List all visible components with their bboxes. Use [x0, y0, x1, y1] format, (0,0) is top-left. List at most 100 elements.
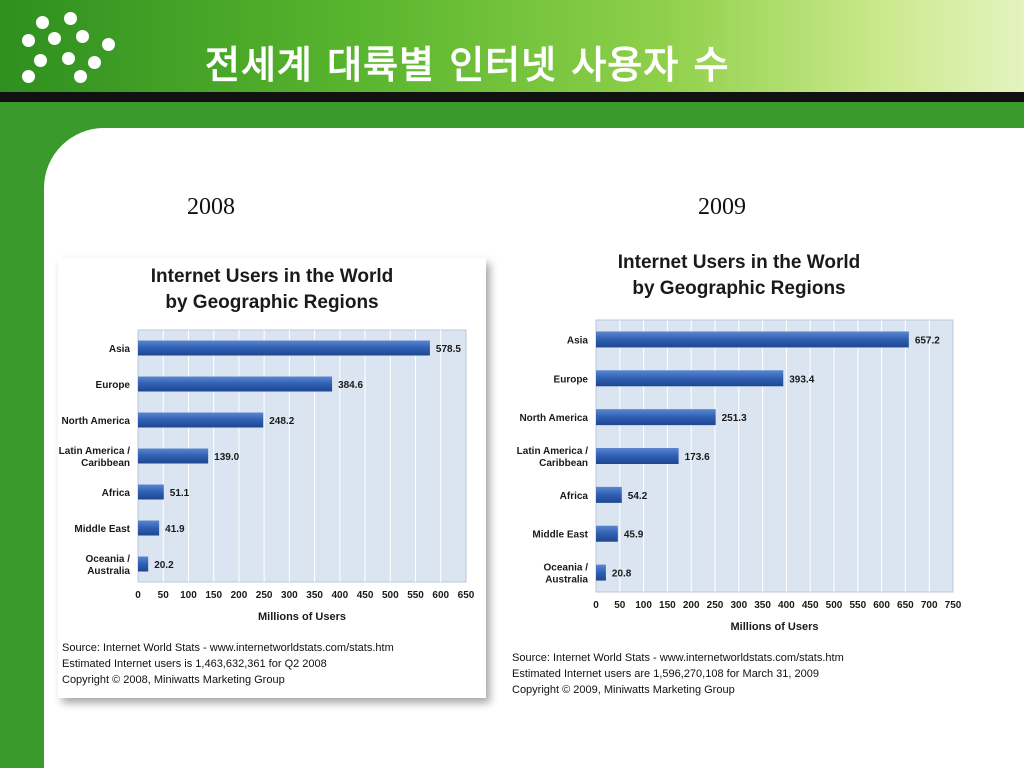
bar-value-label: 248.2	[269, 416, 294, 427]
x-tick-label: 150	[205, 590, 222, 601]
bar-value-label: 384.6	[338, 380, 363, 391]
note-estimate: Estimated Internet users is 1,463,632,36…	[62, 658, 327, 670]
chart-subtitle: by Geographic Regions	[165, 292, 379, 313]
note-copyright: Copyright © 2009, Miniwatts Marketing Gr…	[512, 684, 735, 696]
bar-value-label: 20.2	[154, 560, 174, 571]
x-tick-label: 600	[873, 600, 890, 611]
x-tick-label: 50	[614, 600, 626, 611]
chart-subtitle: by Geographic Regions	[632, 278, 846, 299]
chart-notes-2008: Source: Internet World Stats - www.inter…	[62, 640, 394, 688]
category-label: Europe	[554, 374, 589, 385]
bar-value-label: 41.9	[165, 524, 185, 535]
chart-title: Internet Users in the World	[150, 266, 394, 287]
x-tick-label: 400	[332, 590, 349, 601]
note-copyright: Copyright © 2008, Miniwatts Marketing Gr…	[62, 674, 285, 686]
chart-2008: Internet Users in the World by Geographi…	[58, 258, 486, 698]
category-label: Middle East	[532, 530, 588, 541]
bar	[596, 370, 784, 387]
category-label: North America	[61, 416, 130, 427]
bar-value-label: 139.0	[214, 452, 239, 463]
bar-value-label: 578.5	[436, 344, 461, 355]
bar	[138, 484, 164, 500]
category-label: Middle East	[74, 524, 130, 535]
note-estimate: Estimated Internet users are 1,596,270,1…	[512, 668, 819, 680]
x-tick-label: 450	[357, 590, 374, 601]
x-tick-label: 100	[635, 600, 652, 611]
x-tick-label: 450	[802, 600, 819, 611]
x-tick-label: 200	[231, 590, 248, 601]
x-tick-label: 100	[180, 590, 197, 601]
bar	[138, 412, 264, 428]
x-tick-label: 350	[754, 600, 771, 611]
chart-plot-2009: 657.2 Asia 393.4 Europe 251.3 North America 17…	[517, 319, 962, 633]
category-label: Oceania /	[544, 563, 589, 574]
bar	[138, 448, 209, 464]
bar	[138, 556, 149, 572]
x-tick-label: 300	[730, 600, 747, 611]
bar	[596, 486, 622, 503]
x-tick-label: 600	[432, 590, 449, 601]
x-tick-label: 550	[407, 590, 424, 601]
category-label: Latin America /	[517, 446, 589, 457]
header-banner: 전세계 대륙별 인터넷 사용자 수	[0, 0, 1024, 92]
category-label: Caribbean	[539, 458, 588, 469]
x-tick-label: 650	[897, 600, 914, 611]
x-tick-label: 0	[135, 590, 141, 601]
category-label: Asia	[109, 344, 131, 355]
x-tick-label: 650	[458, 590, 475, 601]
chart-plot-2008: 578.5 Asia 384.6 Europe 248.2 North America 13…	[59, 329, 475, 623]
x-axis-label: Millions of Users	[258, 611, 346, 623]
category-label: Africa	[560, 491, 589, 502]
bar-value-label: 20.8	[612, 569, 632, 580]
year-label-2008: 2008	[187, 194, 235, 220]
category-label: Latin America /	[59, 446, 131, 457]
bar-value-label: 393.4	[789, 374, 814, 385]
x-tick-label: 250	[707, 600, 724, 611]
x-tick-label: 350	[306, 590, 323, 601]
bar	[138, 340, 430, 356]
bar-value-label: 657.2	[915, 335, 940, 346]
note-source: Source: Internet World Stats - www.inter…	[512, 652, 844, 664]
bar-value-label: 45.9	[624, 530, 644, 541]
bar-value-label: 51.1	[170, 488, 190, 499]
x-tick-label: 0	[593, 600, 599, 611]
category-label: Caribbean	[81, 458, 130, 469]
category-label: Australia	[87, 566, 130, 577]
x-tick-label: 500	[382, 590, 399, 601]
category-label: Europe	[96, 380, 131, 391]
x-tick-label: 250	[256, 590, 273, 601]
category-label: Africa	[102, 488, 131, 499]
category-label: Asia	[567, 335, 589, 346]
x-tick-label: 50	[158, 590, 170, 601]
x-tick-label: 400	[778, 600, 795, 611]
x-tick-label: 200	[683, 600, 700, 611]
bar	[596, 564, 606, 581]
bar-value-label: 173.6	[685, 452, 710, 463]
x-axis-label: Millions of Users	[730, 621, 818, 633]
bar-value-label: 54.2	[628, 491, 648, 502]
category-label: Oceania /	[86, 554, 131, 565]
bar	[138, 520, 160, 536]
x-tick-label: 700	[921, 600, 938, 611]
note-source: Source: Internet World Stats - www.inter…	[62, 642, 394, 654]
x-tick-label: 300	[281, 590, 298, 601]
year-label-2009: 2009	[698, 194, 746, 220]
dots-logo-icon	[18, 12, 118, 83]
category-label: Australia	[545, 575, 588, 586]
bar	[138, 376, 333, 392]
category-label: North America	[519, 413, 588, 424]
x-tick-label: 550	[849, 600, 866, 611]
bar	[596, 525, 618, 542]
bar	[596, 448, 679, 464]
bar	[596, 331, 909, 348]
x-tick-label: 500	[826, 600, 843, 611]
bar	[596, 409, 716, 426]
chart-notes-2009: Source: Internet World Stats - www.inter…	[512, 650, 844, 698]
bar-value-label: 251.3	[722, 413, 747, 424]
chart-title: Internet Users in the World	[617, 252, 861, 273]
header-divider	[0, 92, 1024, 102]
x-tick-label: 150	[659, 600, 676, 611]
chart-2009: Internet Users in the World by Geographi…	[506, 244, 972, 704]
slide-title: 전세계 대륙별 인터넷 사용자 수	[205, 43, 730, 87]
x-tick-label: 750	[945, 600, 962, 611]
